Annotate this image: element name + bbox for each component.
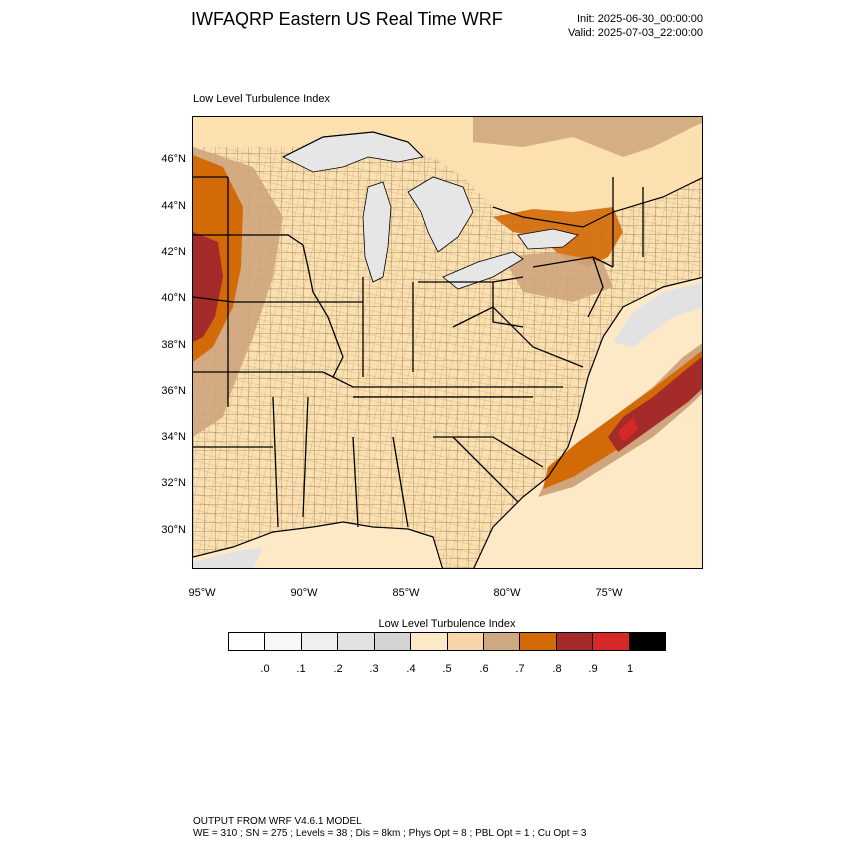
valid-time: Valid: 2025-07-03_22:00:00 — [568, 27, 703, 39]
lon-label-75w: 75°W — [595, 587, 623, 599]
colorbar-tick: .8 — [552, 663, 562, 675]
colorbar-box — [338, 633, 375, 650]
gulf-gray — [193, 547, 263, 568]
lake-michigan — [362, 181, 392, 283]
atlantic-ocean — [473, 277, 702, 568]
model-footer-line1: OUTPUT FROM WRF V4.6.1 MODEL — [193, 816, 362, 827]
lake-ontario — [517, 228, 579, 250]
lake-erie — [442, 251, 524, 290]
colorbar-tick: .7 — [515, 663, 525, 675]
colorbar-box — [301, 633, 339, 650]
colorbar-tick: .9 — [588, 663, 598, 675]
lat-label-42n: 42°N — [161, 246, 186, 258]
coastline — [193, 276, 702, 568]
lat-label-34n: 34°N — [161, 431, 186, 443]
lat-label-40n: 40°N — [161, 292, 186, 304]
great-lakes-border — [282, 131, 702, 228]
legend-title: Low Level Turbulence Index — [378, 618, 516, 630]
colorbar-box — [447, 633, 484, 650]
colorbar-tick: .0 — [260, 663, 270, 675]
colorbar-tick: .4 — [406, 663, 416, 675]
colorbar-box — [556, 633, 594, 650]
lon-label-80w: 80°W — [493, 587, 521, 599]
lat-label-36n: 36°N — [161, 385, 186, 397]
lat-label-46n: 46°N — [161, 153, 186, 165]
chart-title: IWFAQRP Eastern US Real Time WRF — [191, 9, 503, 29]
colorbar-box — [265, 633, 302, 650]
map-canvas — [193, 117, 702, 568]
colorbar-tick: .3 — [369, 663, 379, 675]
lon-label-95w: 95°W — [188, 587, 216, 599]
init-time: Init: 2025-06-30_00:00:00 — [577, 13, 703, 25]
colorbar-box — [374, 633, 412, 650]
ocean-turbulence-core — [618, 417, 638, 442]
state-boundaries — [193, 176, 644, 528]
west-red-band — [193, 232, 223, 342]
colorbar-box — [483, 633, 521, 650]
canada-shading — [473, 117, 702, 157]
colorbar-box — [520, 633, 557, 650]
lon-label-85w: 85°W — [392, 587, 420, 599]
lat-label-38n: 38°N — [161, 339, 186, 351]
colorbar-box — [229, 633, 266, 650]
ocean-gray-band — [613, 282, 702, 347]
lake-huron — [407, 176, 474, 253]
colorbar-tick: .1 — [296, 663, 306, 675]
colorbar-tick: .6 — [479, 663, 489, 675]
lat-label-44n: 44°N — [161, 200, 186, 212]
model-footer-line2: WE = 310 ; SN = 275 ; Levels = 38 ; Dis … — [193, 828, 587, 839]
map-panel — [192, 116, 703, 569]
colorbar-tick: .2 — [333, 663, 343, 675]
lat-label-32n: 32°N — [161, 477, 186, 489]
lon-label-90w: 90°W — [290, 587, 318, 599]
colorbar-box — [411, 633, 448, 650]
colorbar-box — [629, 633, 666, 650]
canada-region — [193, 117, 702, 227]
lat-label-30n: 30°N — [161, 524, 186, 536]
colorbar — [228, 632, 666, 651]
field-label: Low Level Turbulence Index — [193, 93, 330, 105]
ne-brown-patch — [503, 252, 613, 302]
colorbar-box — [593, 633, 630, 650]
colorbar-tick: .5 — [442, 663, 452, 675]
colorbar-tick: 1 — [626, 663, 634, 675]
